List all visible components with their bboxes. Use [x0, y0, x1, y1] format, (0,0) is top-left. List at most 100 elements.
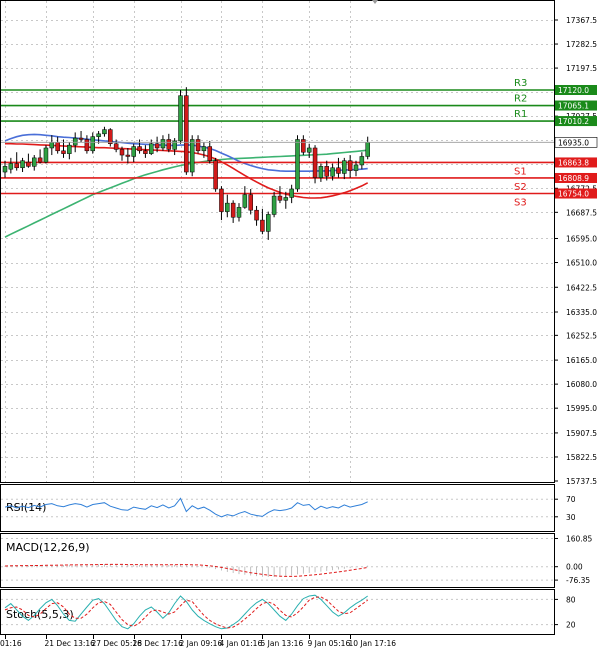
candle-body — [207, 146, 212, 161]
price-tick-label: 17367.5 — [566, 16, 597, 25]
candle-body — [289, 188, 294, 198]
macd-panel-frame — [0, 533, 555, 588]
candle-body — [49, 142, 55, 149]
level-price-label-S2: 16808.9 — [558, 174, 589, 183]
candle-body — [119, 149, 125, 156]
candle-body — [306, 147, 312, 153]
stoch-k-line — [4, 594, 368, 630]
stoch-label: Stoch(5,5,3) — [6, 608, 74, 621]
candle-body — [102, 129, 107, 135]
level-price-label-R1: 17010.2 — [558, 117, 589, 126]
panel-tick-label: 20 — [566, 621, 576, 630]
candle-body — [178, 95, 183, 142]
level-label-R3: R3 — [514, 78, 527, 89]
candle-body — [149, 143, 154, 154]
current-price-marker: 16935.0 — [1, 137, 598, 148]
level-price-badge-S2 — [555, 172, 597, 183]
candle-body — [37, 157, 43, 163]
price-tick-label: 16510.0 — [566, 259, 597, 268]
candle-body — [213, 160, 218, 190]
panel-tick-label: 30 — [566, 513, 576, 522]
candle-body — [84, 139, 90, 152]
candle-body — [61, 150, 66, 154]
level-price-badge-R3 — [555, 84, 597, 95]
time-tick-label: 10 Jan 17:16 — [349, 639, 397, 648]
candle-body — [154, 143, 160, 149]
chevron-down-icon[interactable] — [372, 0, 378, 4]
candle-body — [32, 157, 37, 167]
candle-body — [20, 160, 25, 169]
candle-body — [201, 146, 207, 152]
candle-body — [172, 140, 177, 150]
candle-body — [137, 146, 142, 152]
price-tick-label: 17197.5 — [566, 64, 597, 73]
candle-body — [271, 195, 277, 215]
candle-body — [242, 194, 248, 208]
candle-body — [260, 219, 265, 232]
candle-body — [330, 167, 335, 177]
time-tick-label: 4 Jan 01:16 — [220, 639, 263, 648]
candlesticks — [2, 87, 370, 240]
price-tick-label: 15995.0 — [566, 404, 597, 413]
level-price-label-S1: 16863.8 — [558, 158, 589, 167]
candle-body — [312, 147, 318, 178]
panel-tick-label: 70 — [566, 495, 576, 504]
candle-body — [160, 139, 166, 149]
price-tick-label: 15907.5 — [566, 429, 597, 438]
candle-body — [78, 137, 84, 140]
candle-body — [283, 197, 289, 201]
level-label-R1: R1 — [514, 109, 527, 120]
stoch-panel: Stoch(5,5,3) 80 20 — [1, 594, 576, 630]
candle-body — [131, 146, 136, 157]
time-tick-label: 9 Jan 05:16 — [308, 639, 351, 648]
candle-body — [225, 202, 230, 212]
price-tick-label: 16687.5 — [566, 208, 597, 217]
candle-body — [113, 143, 119, 150]
candle-body — [184, 95, 189, 173]
candle-body — [8, 163, 14, 170]
price-tick-label: 16422.5 — [566, 283, 597, 292]
candle-body — [96, 133, 101, 137]
candle-body — [125, 154, 131, 157]
candle-body — [353, 164, 359, 171]
macd-panel: MACD(12,26,9) 160.85 0.00 -76.35 — [1, 534, 592, 585]
candle-body — [143, 150, 148, 154]
rsi-line — [4, 497, 368, 518]
current-price-label: 16935.0 — [558, 138, 589, 147]
time-tick-label: 21 Dec 13:16 — [45, 639, 96, 648]
time-tick-label: 5 Jan 13:16 — [261, 639, 304, 648]
stoch-d-line — [4, 596, 368, 629]
candle-body — [72, 137, 78, 146]
candle-body — [277, 195, 283, 201]
candle-body — [26, 161, 31, 167]
price-tick-label: 16252.5 — [566, 331, 597, 340]
level-label-S2: S2 — [514, 182, 527, 193]
candle-body — [248, 194, 253, 211]
price-tick-label: 17282.5 — [566, 40, 597, 49]
candle-body — [295, 139, 300, 190]
time-tick-label: 01:16 — [0, 639, 22, 648]
candle-body — [254, 209, 259, 221]
time-tick-label: 2 Jan 09:16 — [180, 639, 223, 648]
time-tick-label: 27 Dec 05:16 — [92, 639, 143, 648]
candle-body — [219, 188, 224, 212]
level-price-label-R2: 17065.1 — [558, 102, 589, 111]
candle-body — [301, 139, 306, 153]
panel-tick-label: -76.35 — [566, 576, 590, 585]
candle-body — [266, 214, 271, 232]
price-tick-label: 15737.5 — [566, 477, 597, 486]
candle-body — [166, 139, 172, 150]
level-price-badge-S1 — [555, 157, 597, 168]
level-label-S3: S3 — [514, 198, 527, 209]
price-tick-label: 16165.0 — [566, 356, 597, 365]
candle-body — [336, 167, 341, 174]
level-price-badge-R1 — [555, 116, 597, 127]
level-label-R2: R2 — [514, 94, 527, 105]
stoch-panel-frame — [0, 589, 555, 635]
candle-body — [230, 202, 236, 218]
panel-tick-label: 160.85 — [566, 534, 592, 543]
candle-body — [14, 163, 19, 169]
candle-body — [67, 144, 72, 154]
candle-body — [55, 142, 60, 152]
